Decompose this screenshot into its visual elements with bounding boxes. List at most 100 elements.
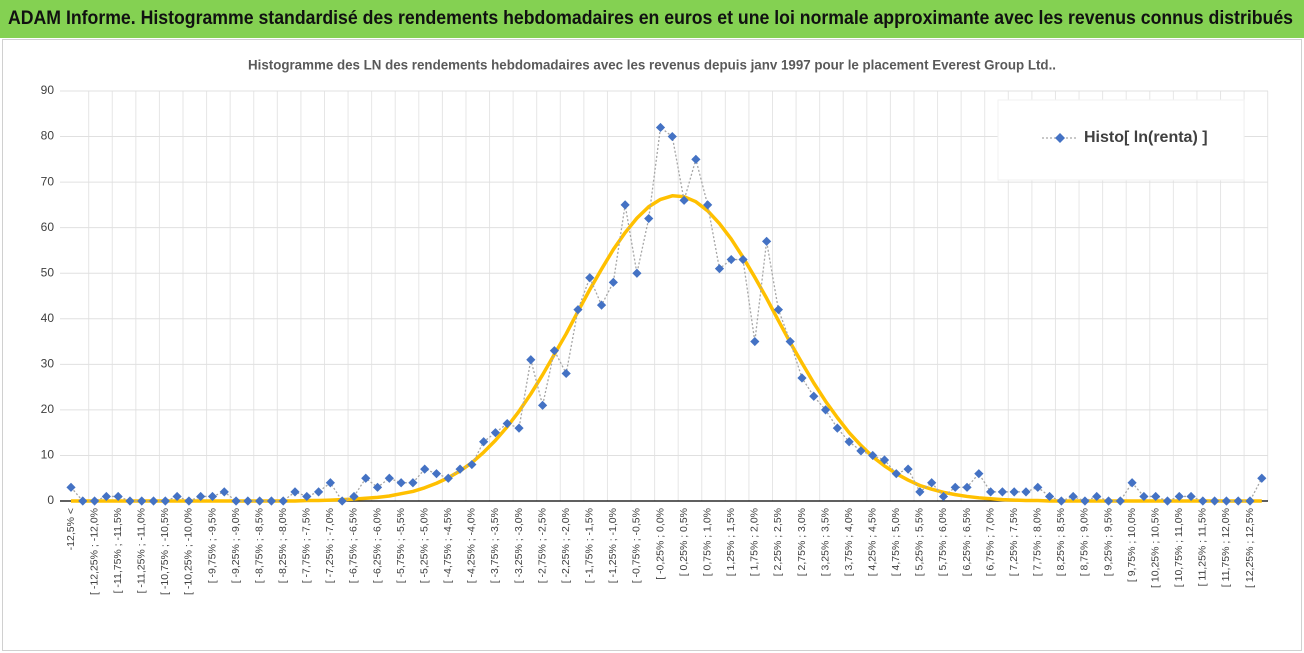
histogram-point <box>1127 478 1137 488</box>
histogram-point <box>1233 496 1243 506</box>
histogram-point <box>620 200 630 210</box>
histogram-point <box>596 300 607 310</box>
histogram-point <box>325 478 335 488</box>
x-tick-label: [ 1,25% ; 1,5% <box>725 508 737 576</box>
histogram-point <box>820 405 831 415</box>
histogram-point <box>101 491 111 502</box>
histogram-point <box>809 391 819 401</box>
histogram-point <box>549 346 559 356</box>
x-tick-label: -12,5% < <box>65 508 77 550</box>
histogram-point <box>938 491 949 502</box>
x-tick-label: [ 0,75% ; 1,0% <box>701 508 713 576</box>
histogram-point <box>927 478 937 488</box>
histogram-point <box>950 482 960 492</box>
histogram-point <box>255 496 265 506</box>
histogram-point <box>89 496 100 506</box>
histogram-point <box>667 131 677 142</box>
x-tick-label: [ 5,75% ; 6,0% <box>937 508 949 576</box>
histogram-point <box>1115 496 1125 506</box>
x-tick-label: [ 11,25% ; 11,5% <box>1197 508 1209 586</box>
y-tick-label: 30 <box>41 357 55 371</box>
x-tick-label: [ 4,25% ; 4,5% <box>867 508 879 576</box>
histogram-point <box>986 487 996 497</box>
histogram-point <box>431 469 442 479</box>
histogram-point <box>125 496 135 506</box>
histogram-point <box>915 487 925 497</box>
histogram-point <box>1162 496 1173 506</box>
x-tick-label: [ 7,25% ; 7,5% <box>1008 508 1020 576</box>
y-tick-label: 40 <box>41 311 55 325</box>
histogram-point <box>172 491 182 502</box>
histogram-point <box>278 496 288 506</box>
x-tick-label: [ 11,75% ; 12,0% <box>1220 508 1232 587</box>
histogram-point <box>797 373 807 383</box>
x-tick-label: [ -3,75% ; -3,5% <box>489 508 501 583</box>
histogram-point <box>290 487 300 497</box>
histogram-point <box>856 446 866 456</box>
histogram-point <box>443 473 453 483</box>
y-tick-label: 90 <box>41 83 55 97</box>
histogram-point <box>561 368 571 379</box>
histogram-point <box>1080 496 1090 506</box>
x-tick-label: [ -0,25% ; 0,0% <box>654 508 666 580</box>
histogram-point <box>726 254 736 265</box>
histogram-point <box>526 355 536 365</box>
x-tick-label: [ -7,75% ; -7,5% <box>301 508 313 583</box>
histogram-point <box>785 336 795 347</box>
histogram-point <box>313 487 324 497</box>
x-tick-label: [ -2,75% ; -2,5% <box>536 508 548 583</box>
histogram-point <box>903 464 913 474</box>
x-tick-label: [ 1,75% ; 2,0% <box>749 508 761 576</box>
header-band <box>0 0 1304 38</box>
histogram-point <box>1021 487 1031 497</box>
histogram-point <box>1245 496 1255 506</box>
histogram-point <box>832 423 842 433</box>
histogram-point <box>1210 496 1220 506</box>
histogram-point <box>879 455 890 465</box>
x-tick-label: [ 2,25% ; 2,5% <box>772 508 784 576</box>
x-tick-label: [ -12,25% ; -12,0% <box>88 508 100 595</box>
histogram-point <box>974 469 984 479</box>
x-tick-label: [ -11,75% ; -11,5% <box>112 508 124 593</box>
histogram-point <box>868 450 878 461</box>
histogram-point <box>738 254 748 265</box>
x-tick-label: [ 6,25% ; 6,5% <box>961 508 973 576</box>
x-tick-label: [ -11,25% ; -11,0% <box>136 508 148 593</box>
histogram-point <box>266 496 277 506</box>
x-tick-label: [ -8,75% ; -8,5% <box>253 508 265 583</box>
header-title: ADAM Informe. Histogramme standardisé de… <box>8 8 1293 29</box>
histogram-point <box>750 336 760 347</box>
histogram-point <box>66 482 76 492</box>
x-tick-label: [ 3,75% ; 4,0% <box>843 508 855 576</box>
chart-title: Histogramme des LN des rendements hebdom… <box>248 58 1056 73</box>
histogram-point <box>302 491 312 502</box>
histogram-point <box>196 491 206 502</box>
y-tick-label: 0 <box>47 493 54 507</box>
x-tick-label: [ 9,25% ; 9,5% <box>1102 508 1114 576</box>
x-tick-label: [ -6,25% ; -6,0% <box>371 508 383 583</box>
histogram-point <box>762 236 772 246</box>
x-tick-label: [ 6,75% ; 7,0% <box>984 508 996 576</box>
x-tick-label: [ -2,25% ; -2,0% <box>560 508 572 583</box>
y-tick-label: 20 <box>41 402 55 416</box>
histogram-point <box>608 277 618 287</box>
legend-marker <box>1055 133 1065 143</box>
histogram-point <box>997 487 1008 497</box>
x-tick-label: [ 3,25% ; 3,5% <box>819 508 831 576</box>
histogram-point <box>538 400 548 410</box>
histogram-point <box>655 122 666 133</box>
x-tick-label: [ -7,25% ; -7,0% <box>324 508 336 583</box>
histogram-point <box>1257 473 1267 483</box>
histogram-point <box>1139 491 1149 502</box>
histogram-point <box>1103 496 1114 506</box>
x-tick-label: [ -5,75% ; -5,5% <box>395 508 407 583</box>
histogram-point <box>148 496 159 506</box>
histogram-point <box>703 200 713 210</box>
histogram-point <box>1033 482 1043 492</box>
x-tick-label: [ -5,25% ; -5,0% <box>418 508 430 583</box>
histogram-point <box>644 213 654 224</box>
x-tick-label: [ 9,75% ; 10,0% <box>1126 508 1138 582</box>
histogram-point <box>962 482 972 492</box>
histogram-point <box>349 491 359 502</box>
x-tick-label: [ -3,25% ; -3,0% <box>513 508 525 583</box>
